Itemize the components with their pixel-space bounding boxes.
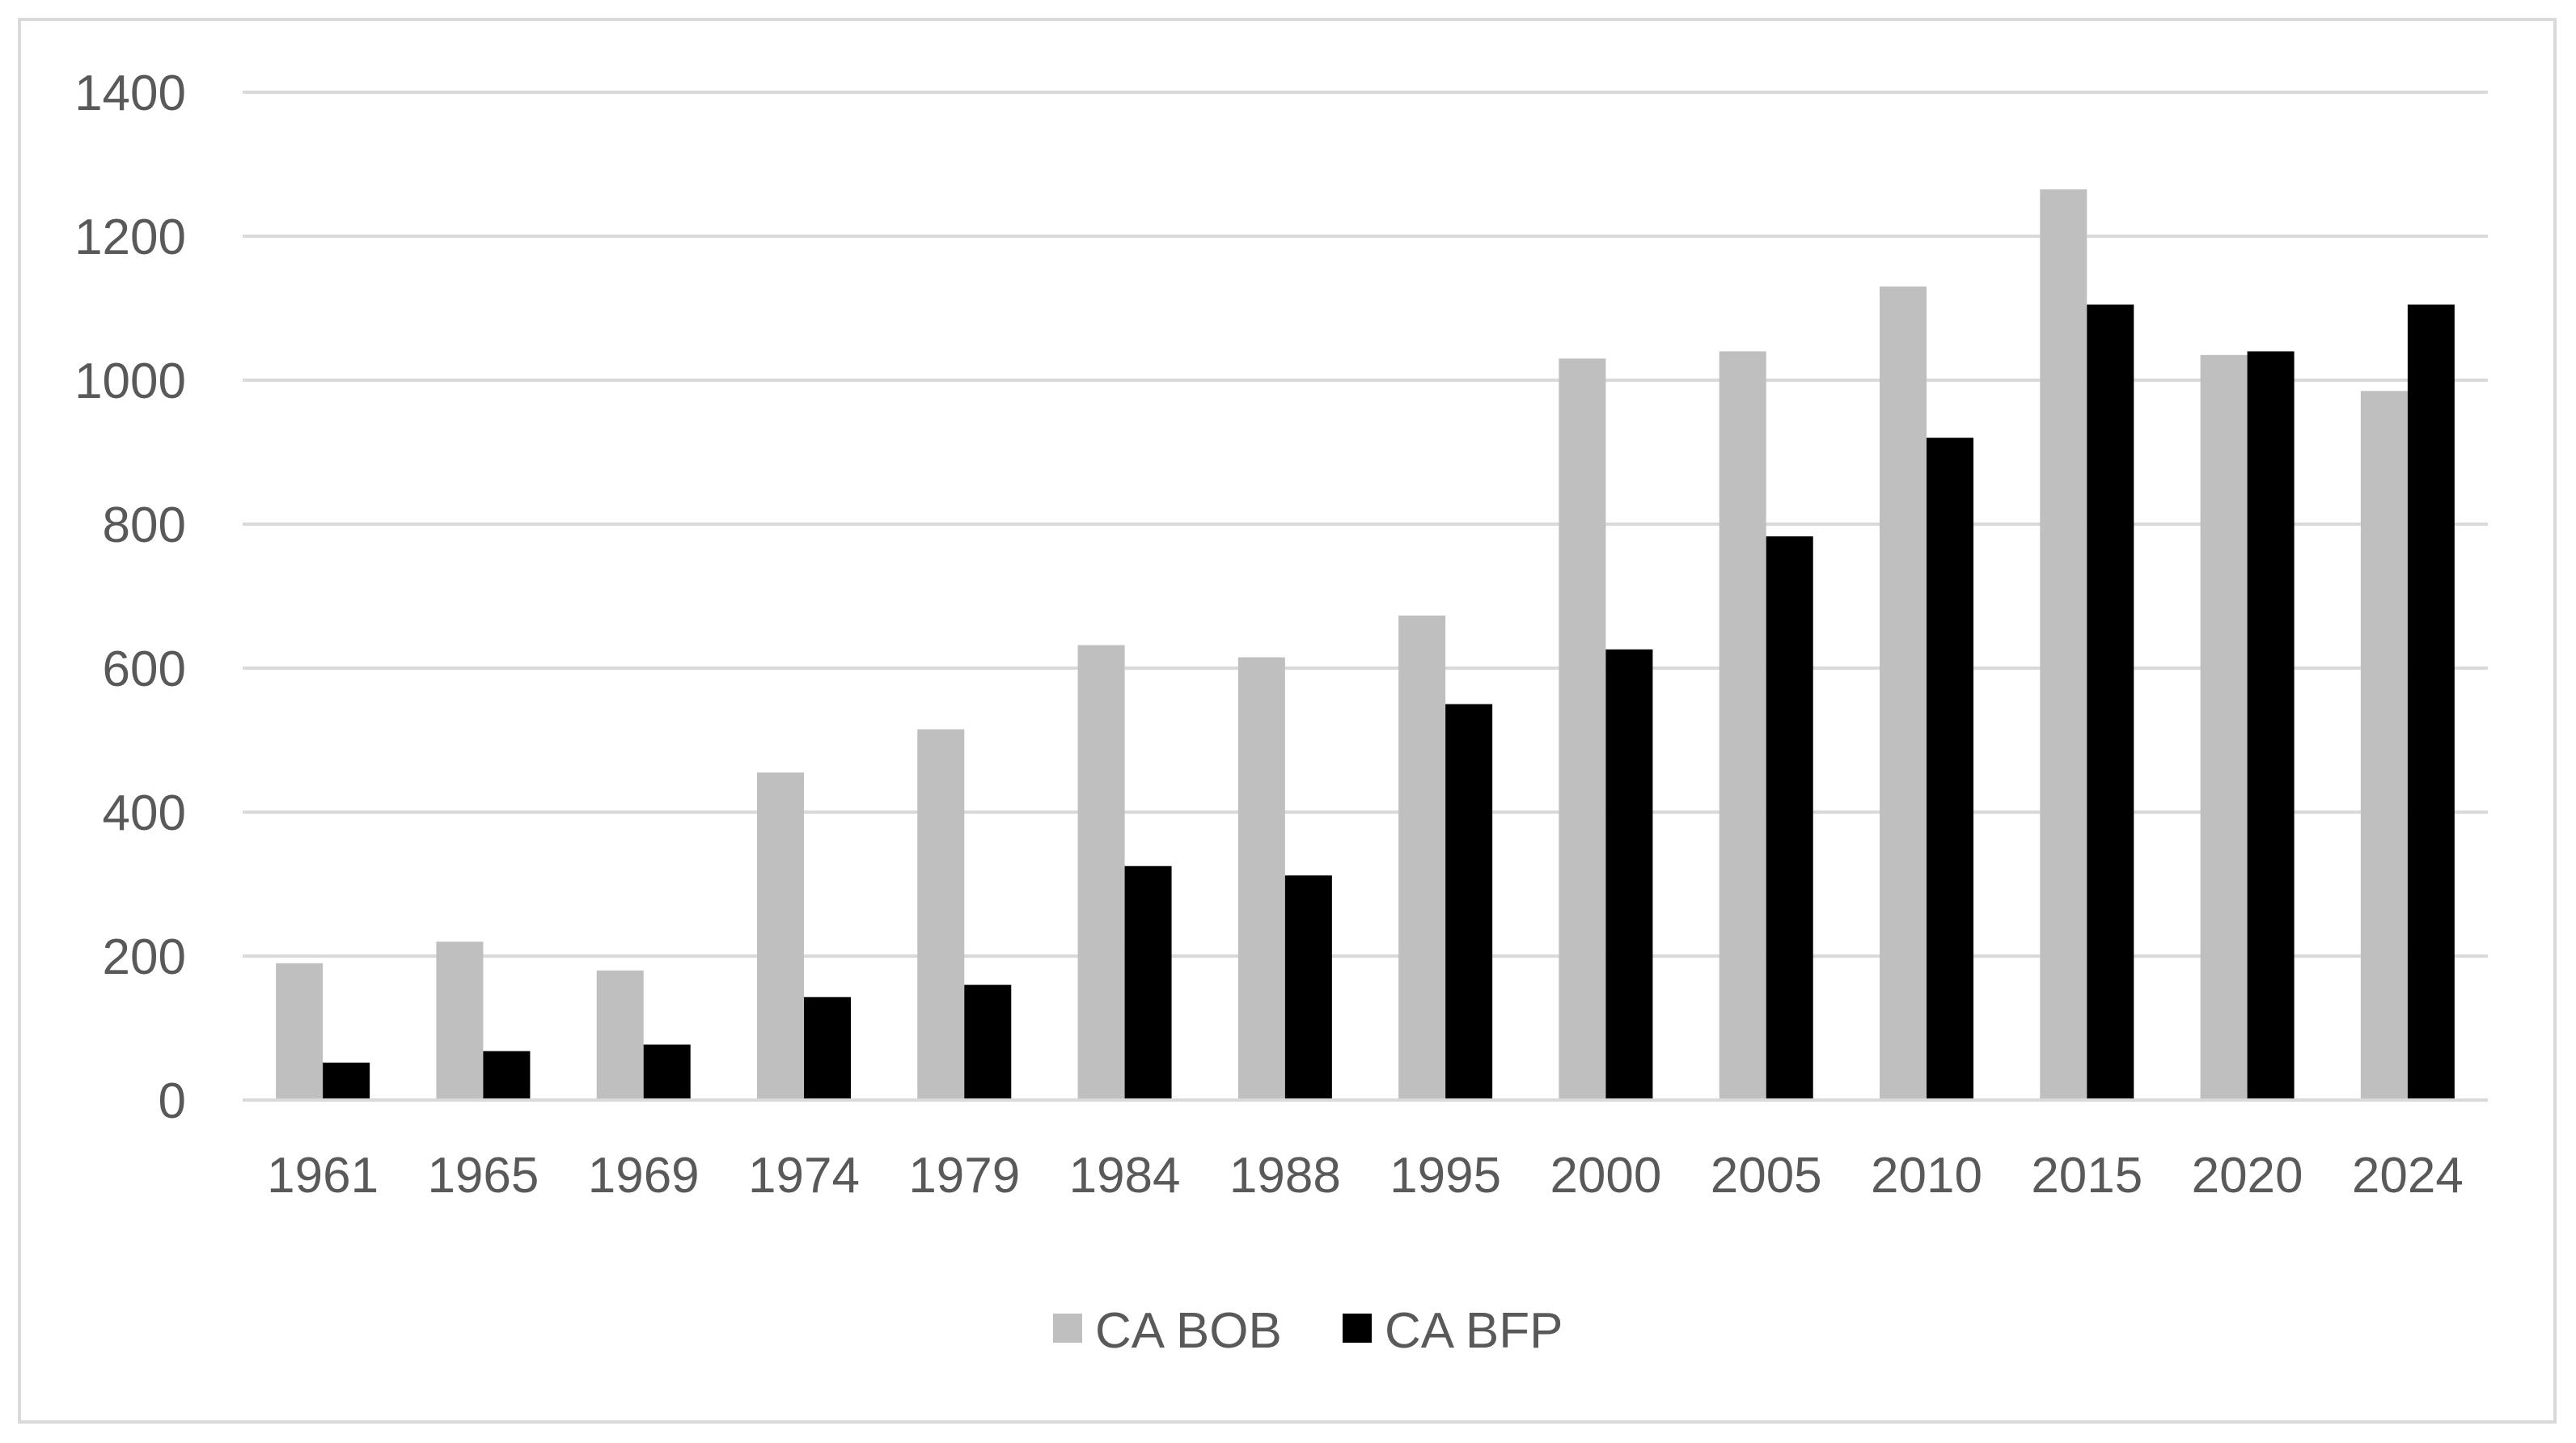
bar-ca-bob-2005 [1719, 351, 1766, 1100]
x-tick-label: 1995 [1390, 1148, 1501, 1204]
bar-ca-bob-2015 [2040, 189, 2087, 1100]
legend-swatch-ca-bfp [1343, 1314, 1372, 1343]
bar-ca-bob-1974 [757, 772, 804, 1100]
x-tick-label: 2015 [2031, 1148, 2142, 1204]
bar-ca-bfp-1961 [323, 1062, 370, 1100]
gridlines [243, 91, 2488, 958]
x-tick-label: 2010 [1871, 1148, 1982, 1204]
y-tick-label: 400 [103, 785, 186, 841]
bar-ca-bob-1995 [1398, 616, 1446, 1100]
x-tick-label: 1965 [427, 1148, 539, 1204]
x-tick-label: 2000 [1550, 1148, 1661, 1204]
bar-ca-bfp-1969 [643, 1044, 691, 1100]
bar-ca-bfp-1974 [804, 997, 851, 1100]
bar-ca-bob-1988 [1237, 657, 1285, 1100]
bar-ca-bfp-2024 [2407, 304, 2455, 1100]
bar-ca-bob-2010 [1880, 286, 1927, 1100]
y-axis-ticks: 0 200 400 600 800 1000 1200 1400 [74, 66, 186, 1129]
bar-ca-bob-1979 [917, 729, 965, 1100]
bar-ca-bob-1969 [596, 970, 644, 1100]
bar-ca-bfp-2020 [2247, 351, 2295, 1100]
x-tick-label: 2020 [2192, 1148, 2303, 1204]
chart-frame: 0 200 400 600 800 1000 1200 1400 1961 1965 1969 19… [18, 18, 2557, 1424]
bar-ca-bfp-1984 [1124, 865, 1172, 1100]
y-tick-label: 1400 [74, 66, 186, 121]
bar-ca-bob-2024 [2360, 391, 2408, 1101]
bar-ca-bfp-1979 [964, 984, 1012, 1100]
x-tick-label: 1961 [267, 1148, 379, 1204]
x-tick-label: 2024 [2352, 1148, 2464, 1204]
bar-ca-bob-2020 [2200, 354, 2248, 1101]
x-tick-label: 1969 [588, 1148, 700, 1204]
bar-ca-bfp-2005 [1766, 536, 1813, 1100]
bar-ca-bob-1965 [436, 942, 484, 1100]
x-tick-label: 1984 [1069, 1148, 1181, 1204]
x-axis-ticks: 1961 1965 1969 1974 1979 1984 1988 1995 2000 2005… [267, 1148, 2464, 1204]
legend-label: CA BFP [1385, 1303, 1563, 1359]
y-tick-label: 1000 [74, 353, 186, 409]
bar-ca-bfp-1995 [1445, 704, 1493, 1100]
bar-ca-bfp-2000 [1605, 649, 1653, 1100]
bar-ca-bfp-2015 [2087, 304, 2134, 1100]
x-tick-label: 2005 [1711, 1148, 1822, 1204]
legend: CA BOB CA BFP [1053, 1303, 1563, 1359]
y-tick-label: 0 [159, 1073, 186, 1129]
bar-ca-bfp-1965 [483, 1051, 531, 1100]
y-tick-label: 600 [103, 641, 186, 697]
y-tick-label: 1200 [74, 209, 186, 265]
x-tick-label: 1988 [1229, 1148, 1341, 1204]
y-tick-label: 800 [103, 497, 186, 553]
x-tick-label: 1974 [748, 1148, 860, 1204]
legend-swatch-ca-bob [1053, 1314, 1082, 1343]
y-tick-label: 200 [103, 929, 186, 985]
bars [276, 189, 2455, 1101]
bar-ca-bob-2000 [1559, 358, 1606, 1100]
legend-label: CA BOB [1095, 1303, 1282, 1359]
bar-ca-bob-1961 [276, 963, 324, 1100]
bar-ca-bob-1984 [1077, 645, 1125, 1100]
bar-ca-bfp-1988 [1284, 875, 1332, 1100]
bar-ca-bfp-2010 [1927, 438, 1973, 1100]
x-tick-label: 1979 [908, 1148, 1020, 1204]
